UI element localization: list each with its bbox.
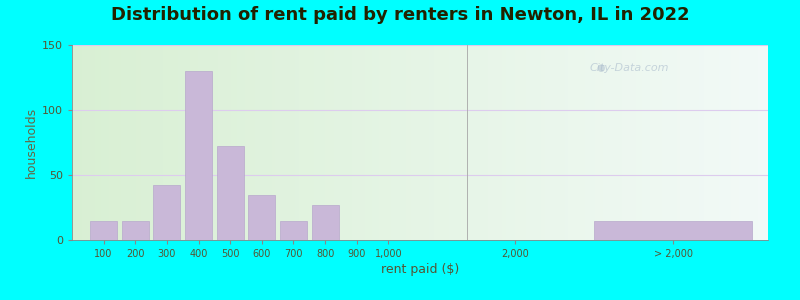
Bar (154, 185, 180, 240)
Bar (90, 220, 117, 240)
Bar (122, 220, 149, 240)
Bar (312, 205, 338, 240)
Text: ●: ● (597, 63, 606, 74)
Bar (248, 194, 275, 240)
Text: Distribution of rent paid by renters in Newton, IL in 2022: Distribution of rent paid by renters in … (110, 6, 690, 24)
X-axis label: rent paid ($): rent paid ($) (381, 263, 459, 276)
Y-axis label: households: households (25, 107, 38, 178)
Bar (185, 71, 212, 240)
Bar (594, 220, 752, 240)
Text: City-Data.com: City-Data.com (589, 63, 669, 74)
Bar (280, 220, 307, 240)
Bar (217, 146, 244, 240)
